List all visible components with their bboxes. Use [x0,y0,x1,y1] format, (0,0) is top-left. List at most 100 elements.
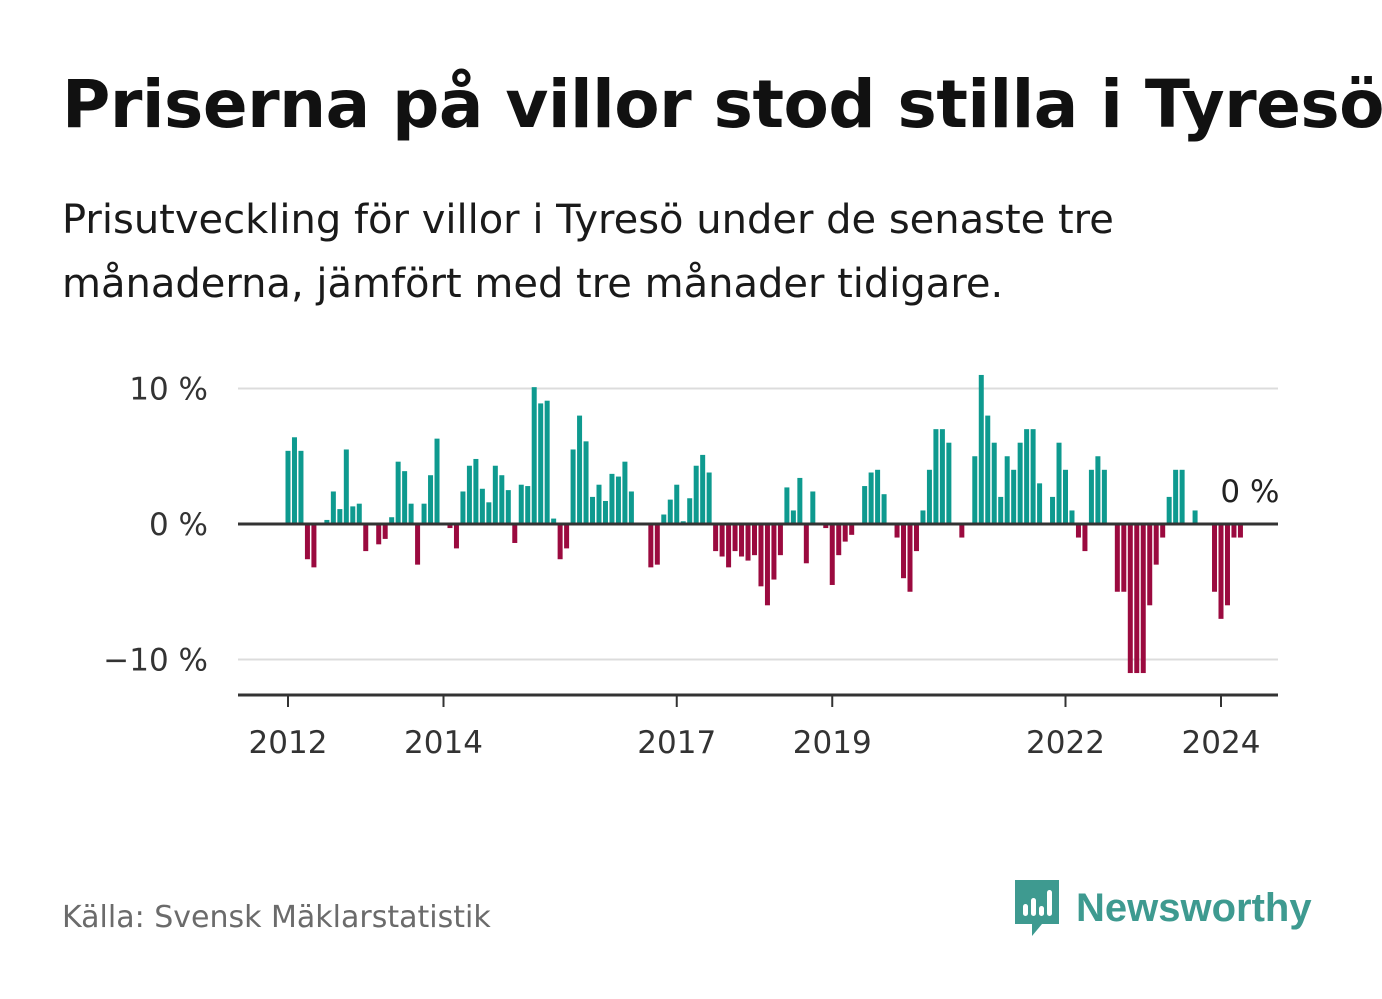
bar [1037,483,1043,524]
x-tick-label: 2022 [1026,725,1105,761]
bar [343,449,349,524]
bar [732,524,738,552]
bar [1160,524,1166,538]
bar [1224,524,1230,606]
y-tick-label: 10 % [129,372,208,408]
bar [693,465,699,524]
bar [453,524,459,549]
bar [602,500,608,524]
bar [1056,442,1062,524]
bar [1192,510,1198,524]
bar [1218,524,1224,619]
bar [913,524,919,552]
bar [777,524,783,556]
bar [466,465,472,524]
bar [803,524,809,564]
bar [875,469,881,524]
bar [1121,524,1127,592]
bar [726,524,732,568]
bar [1024,429,1030,524]
bar [764,524,770,606]
bar [706,472,712,524]
bar [1127,524,1133,674]
bar [622,461,628,524]
bar [486,502,492,524]
bar [291,437,297,524]
bar [570,449,576,524]
bar [1153,524,1159,565]
bar [544,400,550,524]
bar [628,491,634,524]
bar [531,387,537,524]
y-axis: 10 % 0 % −10 % [103,372,208,679]
bar [648,524,654,568]
bar [719,524,725,557]
bar [285,450,291,524]
bar [518,484,524,524]
bar [1030,429,1036,524]
bar [991,442,997,524]
y-tick-label: 0 % [149,507,208,543]
bar [1173,469,1179,524]
bar [881,494,887,524]
bar [421,503,427,524]
x-tick-label: 2012 [249,725,328,761]
bar [557,524,563,560]
bar [577,415,583,524]
bar [1004,456,1010,524]
bar [687,498,693,524]
bar [311,524,317,568]
bar [700,454,706,524]
bar [868,472,874,524]
bar [1017,442,1023,524]
bar [1231,524,1237,538]
bar [1179,469,1185,524]
bar [790,510,796,524]
bar [907,524,913,592]
bar [939,429,945,524]
bar [492,465,498,524]
bar [402,471,408,524]
bar [1134,524,1140,674]
bar [590,496,596,524]
bar [959,524,965,538]
brand-logo: Newsworthy [1012,878,1312,938]
bar [894,524,900,538]
bar [985,415,991,524]
bar [1011,469,1017,524]
bar [1075,524,1081,538]
bar [1140,524,1146,674]
bar [583,441,589,524]
bar [564,524,570,549]
newsworthy-logo-icon [1015,880,1059,936]
x-tick-label: 2024 [1182,725,1261,761]
bar [1212,524,1218,592]
gridlines [238,387,1278,661]
bar [674,484,680,524]
bar [596,484,602,524]
bar [784,487,790,524]
bar [926,469,932,524]
bar [525,486,531,524]
bar [512,524,518,543]
bar [298,450,304,524]
x-tick-label: 2017 [637,725,716,761]
bar [473,458,479,524]
bar [1095,456,1101,524]
bar [538,403,544,524]
bar [551,518,557,524]
brand-name: Newsworthy [1076,885,1312,930]
bar [609,473,615,524]
bar [615,476,621,524]
bar [363,524,369,552]
bar [758,524,764,587]
bar [920,510,926,524]
bar [304,524,310,560]
bar [829,524,835,585]
bar [849,524,855,535]
bar [376,524,382,545]
bar [1114,524,1120,592]
last-value-annotation: 0 % [1220,474,1279,510]
bar [771,524,777,580]
bar [1101,469,1107,524]
